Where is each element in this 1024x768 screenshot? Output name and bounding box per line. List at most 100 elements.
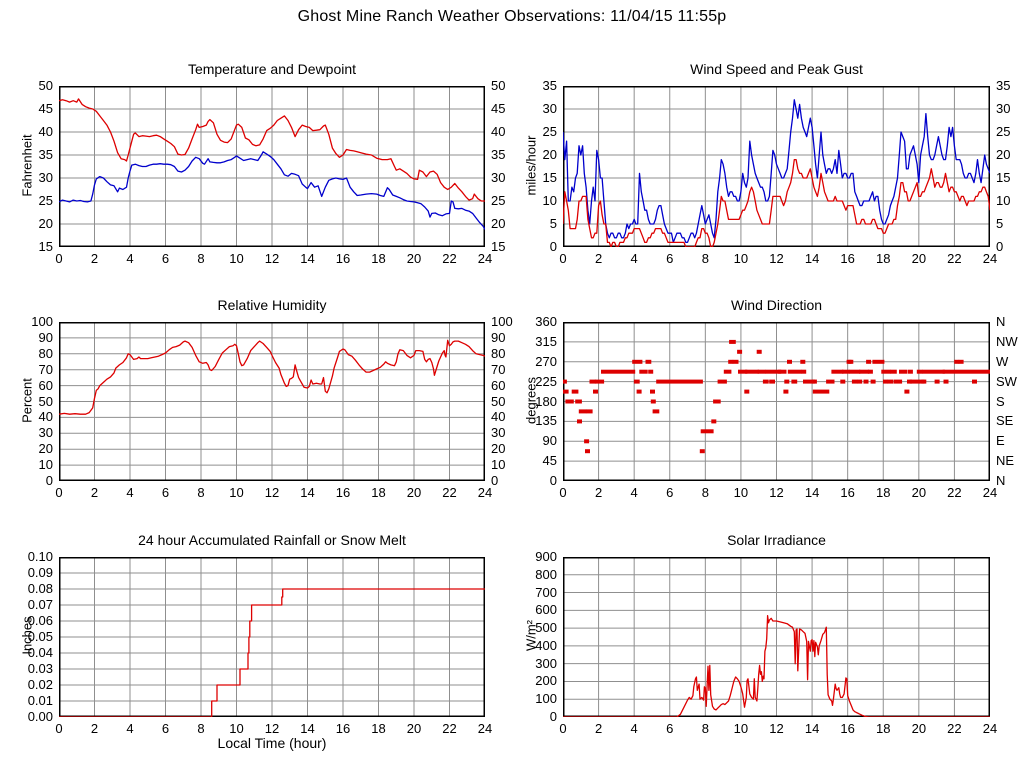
y-tick-label-right: 15 <box>996 170 1011 185</box>
plot-border <box>563 557 990 717</box>
y-tick-label: 35 <box>38 147 53 162</box>
chart-title: Wind Direction <box>730 297 823 313</box>
scatter-segment-direction <box>645 359 652 364</box>
y-tick-label-right: 100 <box>491 314 513 329</box>
series-line-dewpoint <box>59 151 485 230</box>
scatter-segment-direction <box>601 369 636 374</box>
x-tick-label: 20 <box>911 721 927 736</box>
scatter-segment-direction <box>812 389 830 394</box>
scatter-segment-direction <box>565 399 574 404</box>
x-tick-label: 0 <box>55 721 63 736</box>
chart-wind-direction: Wind Direction degrees 0 N 45 NE 90 E 135 SE 180… <box>524 297 1018 500</box>
scatter-segment-direction <box>738 369 748 374</box>
x-tick-label: 0 <box>559 721 567 736</box>
chart-title: 24 hour Accumulated Rainfall or Snow Mel… <box>138 532 406 548</box>
scatter-point-direction <box>737 349 743 354</box>
y-tick-label-right: 0 <box>996 239 1004 254</box>
y-tick-label-right: 60 <box>491 377 506 393</box>
y-tick-label: 0.04 <box>27 645 53 660</box>
scatter-segment-direction <box>849 369 861 374</box>
x-tick-label: 24 <box>982 721 998 736</box>
x-tick-label: 4 <box>630 721 638 736</box>
scatter-point-direction <box>650 399 656 404</box>
scatter-segment-direction <box>648 369 654 374</box>
x-tick-label: 6 <box>161 251 170 266</box>
chart-relative-humidity: Relative Humidity Percent 0 0 10 10 20 20 30 30… <box>20 297 513 500</box>
plot-border <box>563 86 990 247</box>
x-tick-label: 2 <box>594 251 603 266</box>
scatter-point-direction <box>784 379 790 384</box>
x-tick-label: 8 <box>197 251 205 266</box>
scatter-segment-direction <box>769 379 775 384</box>
y-tick-label-right: 20 <box>996 147 1011 162</box>
scatter-point-direction <box>728 359 734 364</box>
scatter-point-direction <box>907 369 913 374</box>
y-tick-label-right: 10 <box>996 193 1011 208</box>
y-tick-label: 30 <box>38 425 53 441</box>
scatter-point-direction <box>756 349 762 354</box>
scatter-segment-direction <box>757 369 766 374</box>
y-tick-label: 30 <box>542 101 557 116</box>
y-tick-label: 225 <box>535 373 557 389</box>
y-tick-label: 25 <box>542 124 557 139</box>
scatter-segment-direction <box>842 369 850 374</box>
series-line-solar <box>563 615 990 717</box>
y-tick-label-right: 35 <box>996 78 1011 93</box>
y-tick-label: 0.01 <box>27 693 53 708</box>
y-tick-label-right: 0 <box>491 473 499 488</box>
y-tick-label: 0.02 <box>27 677 53 692</box>
y-tick-label: 800 <box>535 566 557 582</box>
plot-area <box>563 86 990 247</box>
scatter-segment-direction <box>803 379 815 384</box>
x-tick-label: 14 <box>804 251 820 266</box>
x-tick-label: 4 <box>126 721 134 736</box>
y-axis-label: miles/hour <box>523 135 539 195</box>
scatter-segment-direction <box>594 379 605 384</box>
chart-rainfall: 24 hour Accumulated Rainfall or Snow Mel… <box>20 532 493 736</box>
scatter-point-direction <box>848 359 854 364</box>
scatter-segment-direction <box>887 379 894 384</box>
y-tick-label: 15 <box>542 170 557 185</box>
y-tick-label: 20 <box>542 147 557 162</box>
series-line-rainfall <box>59 588 485 717</box>
x-tick-label: 0 <box>55 485 63 500</box>
scatter-point-direction <box>811 379 817 384</box>
y-tick-label: 700 <box>535 584 557 600</box>
x-tick-label: 16 <box>840 251 855 266</box>
y-tick-label-right: 90 <box>491 329 506 345</box>
x-tick-label: 22 <box>442 251 457 266</box>
scatter-segment-direction <box>916 369 923 374</box>
y-tick-label: 50 <box>38 78 53 93</box>
scatter-segment-direction <box>632 359 643 364</box>
x-tick-label: 22 <box>947 485 962 500</box>
scatter-segment-direction <box>778 369 787 374</box>
plot-border <box>59 557 485 717</box>
y-tick-label: 20 <box>38 441 53 457</box>
y-tick-label-right: SW <box>996 373 1017 389</box>
y-tick-label: 900 <box>535 549 557 564</box>
y-tick-label-right: 30 <box>491 170 506 185</box>
x-tick-label: 2 <box>90 721 99 736</box>
chart-title: Solar Irradiance <box>727 532 826 548</box>
plot-border <box>59 322 485 481</box>
y-tick-label-right: 70 <box>491 361 506 377</box>
x-tick-label: 14 <box>300 721 315 736</box>
y-tick-label-right: NW <box>996 333 1018 349</box>
x-tick-label: 6 <box>666 721 674 736</box>
chart-title: Wind Speed and Peak Gust <box>690 61 863 77</box>
chart-title: Relative Humidity <box>217 297 327 313</box>
scatter-segment-direction <box>787 369 802 374</box>
x-tick-label: 22 <box>442 721 457 736</box>
x-tick-label: 6 <box>666 485 674 500</box>
x-tick-label: 18 <box>371 721 386 736</box>
x-tick-label: 16 <box>335 251 351 266</box>
scatter-point-direction <box>636 389 642 394</box>
y-tick-label-right: 45 <box>491 101 506 116</box>
y-tick-label: 40 <box>38 409 53 425</box>
y-tick-label-right: 80 <box>491 345 506 361</box>
x-tick-label: 4 <box>630 251 638 266</box>
y-tick-label: 0.03 <box>27 661 53 676</box>
y-tick-label-right: SE <box>996 413 1014 429</box>
scatter-point-direction <box>711 419 717 424</box>
x-tick-label: 8 <box>197 721 205 736</box>
